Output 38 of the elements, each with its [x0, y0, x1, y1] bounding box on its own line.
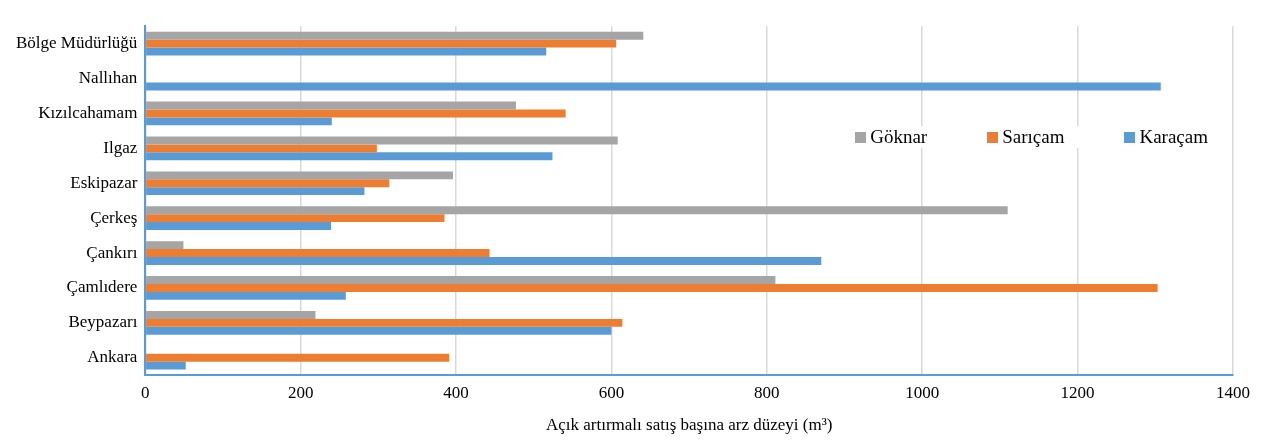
- x-tick-label: 200: [287, 382, 314, 402]
- bar: [146, 109, 566, 118]
- x-tick-label: 400: [443, 382, 469, 402]
- legend-label: Göknar: [870, 126, 928, 148]
- x-tick-label: 1000: [905, 382, 940, 402]
- y-tick-label: Nallıhan: [78, 68, 138, 88]
- bar: [146, 206, 1008, 215]
- y-tick-label: Beypazarı: [68, 312, 138, 332]
- bar: [146, 284, 1158, 292]
- legend-label: Karaçam: [1139, 126, 1208, 148]
- x-tick-label: 0: [141, 382, 150, 402]
- bar: [146, 276, 776, 284]
- bar: [146, 249, 490, 258]
- legend-label: Sarıçam: [1002, 126, 1065, 148]
- bar: [146, 310, 316, 319]
- bar: [146, 241, 184, 250]
- bar: [146, 39, 617, 48]
- y-tick-label: Eskipazar: [70, 172, 138, 192]
- bar: [146, 136, 618, 145]
- bar: [146, 318, 623, 327]
- y-tick-label: Çankırı: [86, 242, 138, 262]
- y-tick-label: Ilgaz: [103, 137, 138, 157]
- bar: [146, 31, 644, 40]
- y-tick-label: Çerkeş: [90, 207, 138, 227]
- x-tick-label: 600: [598, 382, 625, 402]
- y-tick-label: Bölge Müdürlüğü: [16, 33, 138, 53]
- y-tick-label: Çamlıdere: [66, 277, 138, 297]
- bar: [146, 214, 445, 223]
- y-tick-label: Kızılcahamam: [38, 102, 138, 122]
- bar: [146, 171, 454, 180]
- y-tick-label: Ankara: [87, 347, 138, 367]
- bar: [146, 179, 390, 188]
- x-tick-label: 1200: [1060, 382, 1095, 402]
- x-axis-title: Açık artırmalı satış başına arz düzeyi (m³): [545, 415, 833, 435]
- bar: [146, 144, 377, 153]
- x-tick-label: 800: [754, 382, 780, 402]
- x-tick-label: 1400: [1216, 382, 1250, 402]
- bar: [146, 353, 450, 362]
